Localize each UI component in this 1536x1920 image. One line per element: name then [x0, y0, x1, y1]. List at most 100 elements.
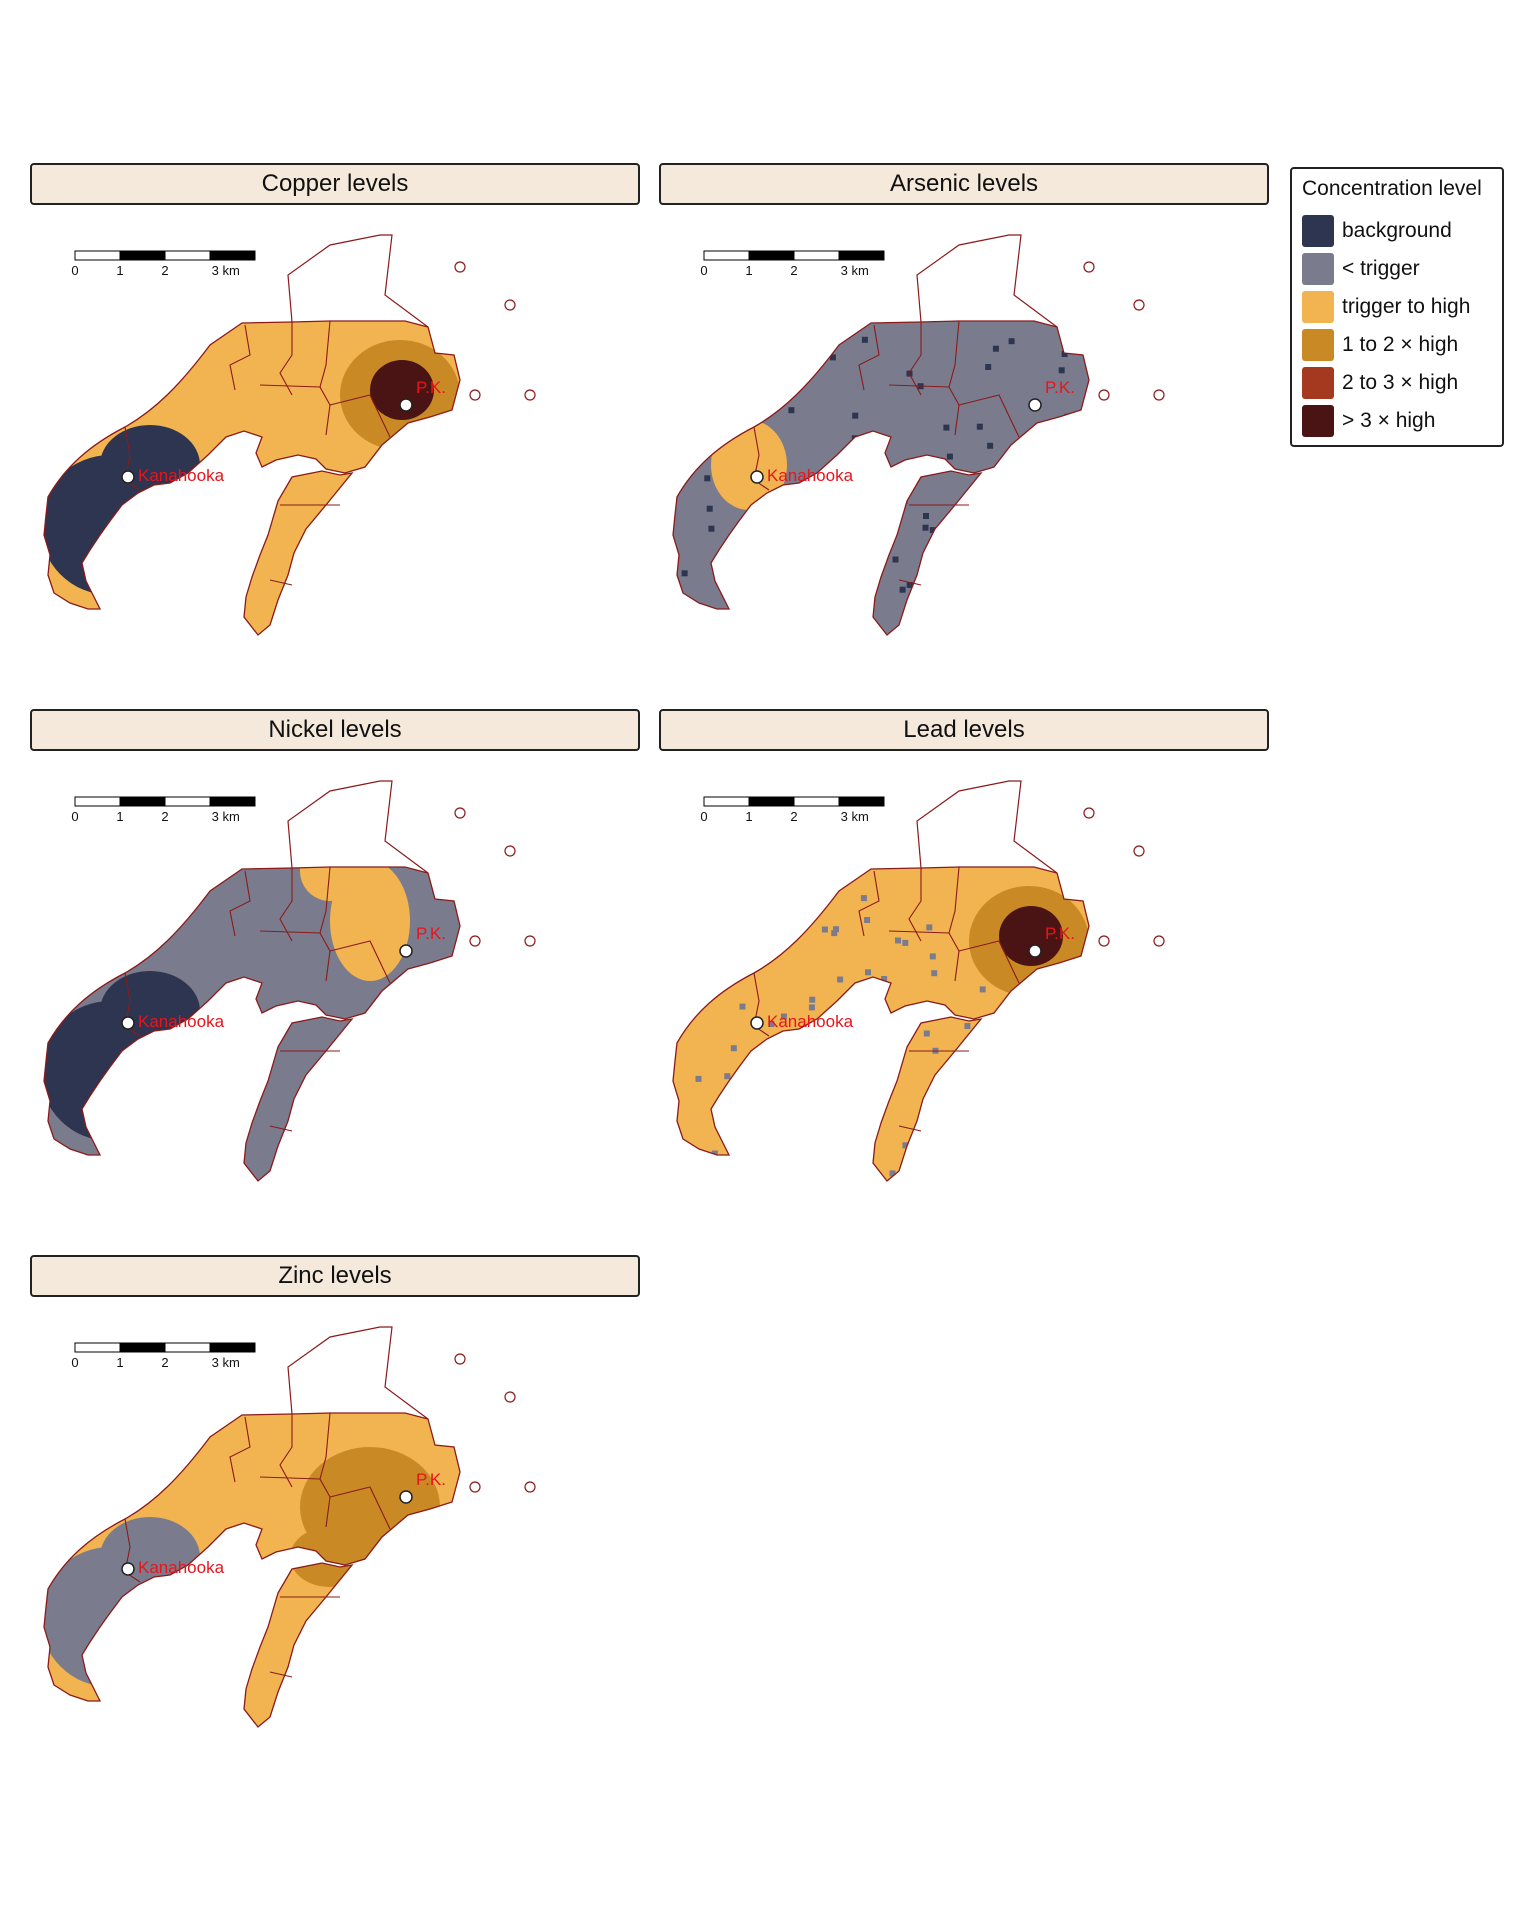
legend-label: trigger to high: [1342, 295, 1471, 318]
map-zinc[interactable]: 0 1 2 3 km Kanahooka P.K.: [30, 1297, 640, 1787]
raster-cell: [899, 586, 906, 593]
scale-bar-tick: 3 km: [841, 263, 869, 278]
raster-cell: [843, 327, 850, 334]
scale-bar-segment: [119, 1342, 166, 1353]
island: [469, 1481, 481, 1493]
raster-cell: [704, 475, 711, 482]
raster-cell: [906, 582, 913, 588]
scale-bar-tick: 2: [161, 1355, 168, 1370]
place-marker: [750, 470, 764, 484]
raster-cell: [713, 912, 720, 919]
suburb-boundary: [753, 426, 770, 491]
suburb-boundary: [279, 1414, 293, 1488]
legend-swatch: [1302, 329, 1334, 361]
coastline: [243, 1016, 354, 1182]
suburb-boundary: [269, 579, 293, 586]
raster-cell: [1008, 338, 1015, 345]
raster-cell: [946, 453, 953, 460]
island: [469, 935, 481, 947]
scale-bar-segment: [838, 250, 885, 261]
coastline: [43, 320, 461, 610]
raster-cell: [943, 424, 950, 431]
suburb-boundary: [124, 426, 141, 491]
suburb-boundary: [279, 868, 293, 942]
suburb-boundary: [898, 579, 922, 586]
raster-cell: [691, 378, 698, 384]
raster-cell: [865, 990, 872, 997]
raster-cell: [837, 976, 844, 983]
north-coastline: [287, 780, 429, 874]
zone-hotspot: [999, 906, 1063, 966]
raster-cell: [730, 1045, 737, 1052]
scale-bar-segment: [838, 796, 885, 807]
suburb-boundary: [329, 1486, 391, 1530]
suburb-boundary: [858, 324, 880, 391]
coastline: [43, 1412, 461, 1702]
raster-cell: [1002, 1091, 1009, 1098]
legend-item: > 3 × high: [1302, 405, 1435, 437]
scale-bar: 0 1 2 3 km: [700, 250, 885, 278]
raster-layer: [44, 321, 460, 635]
raster-cell: [958, 557, 965, 564]
raster-cell: [752, 600, 759, 607]
raster-cell: [862, 455, 869, 462]
raster-cell: [879, 1068, 886, 1075]
raster-cell: [979, 1158, 985, 1165]
legend-swatch: [1302, 215, 1334, 247]
raster-cell: [929, 527, 936, 534]
map-nickel[interactable]: 0 1 2 3 km Kanahooka P.K.: [30, 751, 640, 1241]
north-coastline: [916, 234, 1058, 328]
scale-bar-segment: [209, 250, 256, 261]
raster-cell: [1064, 1112, 1071, 1119]
raster-cell: [895, 937, 901, 944]
raster-cell: [992, 624, 999, 631]
island: [454, 261, 466, 273]
raster-cell: [819, 1091, 826, 1098]
scale-bar-segment: [209, 796, 256, 807]
map-lead[interactable]: 0 1 2 3 km Kanahooka P.K.: [659, 751, 1269, 1241]
scale-bar-segment: [703, 250, 750, 261]
legend-swatch: [1302, 367, 1334, 399]
place-marker: [399, 398, 413, 412]
suburb-boundary: [259, 1476, 321, 1480]
island: [1098, 935, 1110, 947]
place-label: P.K.: [1045, 378, 1075, 397]
raster-cell: [715, 987, 722, 994]
raster-cell: [939, 587, 946, 594]
raster-cell: [1041, 619, 1048, 626]
raster-cell: [1005, 1125, 1012, 1132]
island: [1083, 807, 1095, 819]
scale-bar-segment: [209, 1342, 256, 1353]
scale-bar-segment: [793, 796, 840, 807]
raster-cell: [795, 608, 802, 615]
raster-cell: [835, 1035, 842, 1042]
suburb-boundary: [958, 940, 1020, 984]
map-copper[interactable]: 0 1 2 3 km Kanahooka P.K.: [30, 205, 640, 695]
raster-cell: [831, 930, 838, 937]
suburb-boundary: [279, 322, 293, 396]
raster-cell: [979, 476, 986, 482]
island: [1153, 935, 1165, 947]
raster-cell: [873, 452, 880, 459]
scale-bar-tick: 2: [161, 809, 168, 824]
suburb-boundary: [229, 870, 251, 937]
raster-cell: [793, 502, 800, 509]
raster-cell: [987, 442, 994, 449]
zone-hotspot: [370, 360, 434, 420]
suburb-boundary: [908, 322, 922, 396]
legend-swatch: [1302, 253, 1334, 285]
scale-bar-tick: 1: [116, 1355, 123, 1370]
raster-cell: [984, 503, 991, 509]
raster-cell: [864, 917, 871, 923]
raster-cell: [959, 1069, 966, 1076]
raster-cell: [757, 926, 764, 933]
raster-cell: [833, 926, 839, 933]
raster-cell: [1051, 1058, 1058, 1065]
raster-cell: [691, 385, 698, 392]
map-arsenic[interactable]: 0 1 2 3 km Kanahooka P.K.: [659, 205, 1269, 695]
place-label: Kanahooka: [767, 1012, 854, 1031]
suburb-boundary: [269, 1671, 293, 1678]
raster-cell: [833, 561, 840, 568]
raster-cell: [815, 1040, 822, 1047]
raster-cell: [738, 1110, 744, 1117]
